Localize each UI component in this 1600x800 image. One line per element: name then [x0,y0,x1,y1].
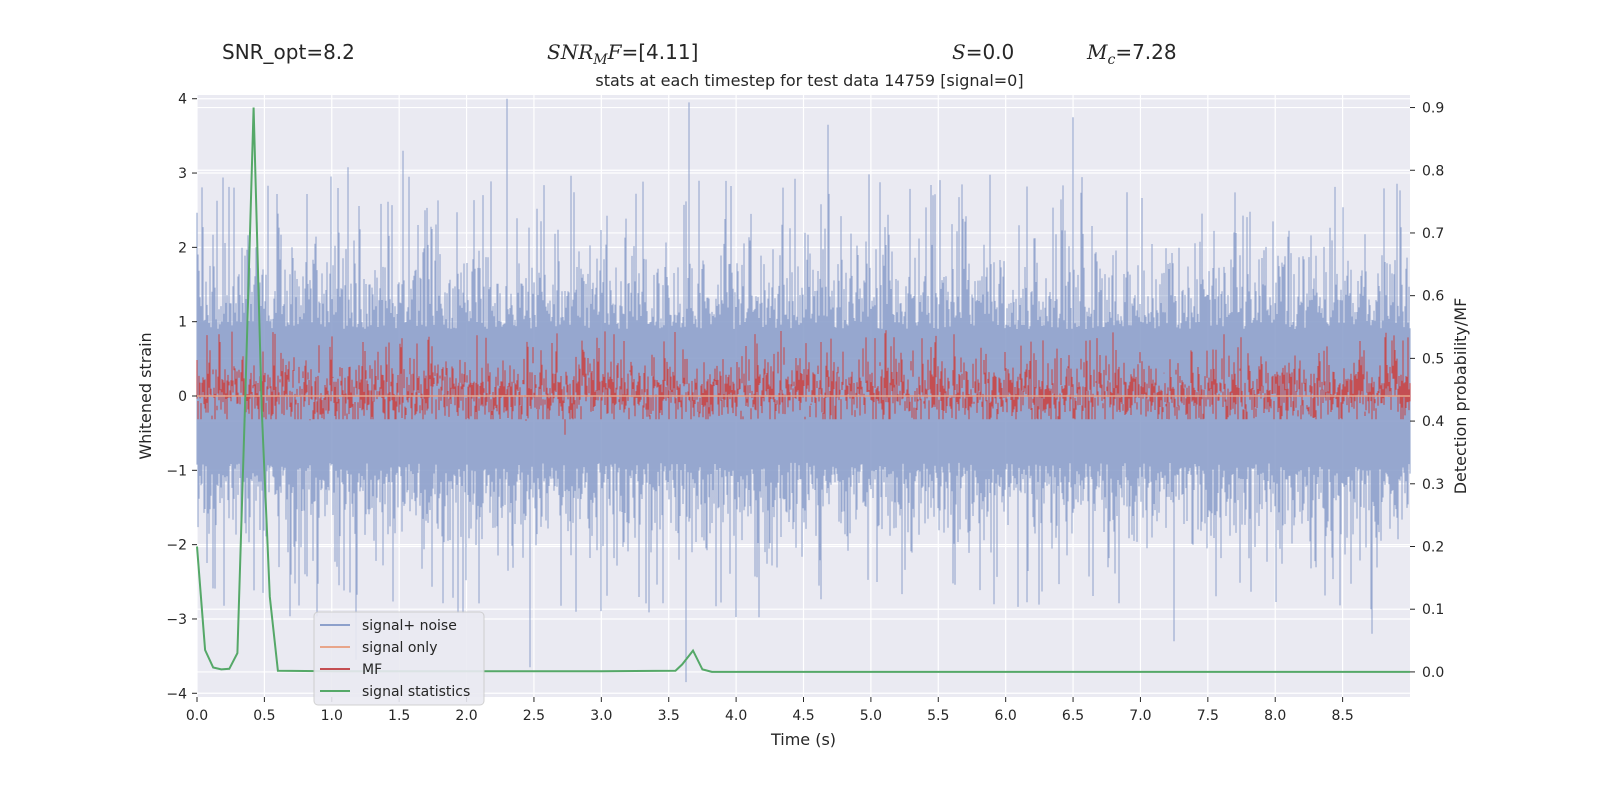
y-tick-label: 4 [178,92,187,108]
legend-label: signal only [362,640,437,656]
x-tick-label: 4.0 [725,708,747,724]
x-tick-label: 3.0 [590,708,612,724]
snr-opt-label: SNR_opt=8.2 [222,40,355,64]
x-tick-label: 0.0 [186,708,208,724]
x-tick-label: 5.5 [927,708,949,724]
mf-series [196,330,1411,435]
y2-tick-label: 0.4 [1422,414,1444,430]
y2-tick-label: 0.9 [1422,101,1444,117]
y2-tick-label: 0.6 [1422,289,1444,305]
mf-line [196,330,1411,435]
x-tick-label: 4.5 [792,708,814,724]
y2-tick-label: 0.8 [1422,163,1444,179]
mc-label: Mc=7.28 [1087,40,1177,68]
y2-tick-label: 0.7 [1422,226,1444,242]
legend-label: signal statistics [362,684,470,700]
y2-tick-label: 0.0 [1422,665,1444,681]
y2-tick-label: 0.5 [1422,351,1444,367]
x-tick-label: 2.5 [523,708,545,724]
x-tick-label: 6.5 [1062,708,1084,724]
y2-axis-label: Detection probability/MF [1451,298,1470,495]
x-tick-label: 0.5 [253,708,275,724]
y-tick-label: 1 [178,315,187,331]
y-tick-label: −1 [166,463,187,479]
legend-label: MF [362,662,382,678]
y-tick-label: −2 [166,538,187,554]
y2-tick-label: 0.1 [1422,602,1444,618]
y-tick-label: 3 [178,166,187,182]
x-tick-label: 3.5 [658,708,680,724]
snr-mf-label: SNRMF=[4.11] [547,40,699,68]
legend-box [313,611,485,706]
x-tick-label: 6.0 [995,708,1017,724]
x-tick-label: 1.5 [388,708,410,724]
x-tick-label: 1.0 [321,708,343,724]
legend: signal+ noise signal only MF signal statist… [313,611,485,706]
y2-tick-label: 0.3 [1422,477,1444,493]
y-axis-label: Whitened strain [136,332,155,459]
x-tick-label: 5.0 [860,708,882,724]
chart-title: stats at each timestep for test data 147… [595,71,1023,90]
y2-tick-label: 0.2 [1422,540,1444,556]
y-tick-label: 2 [178,240,187,256]
x-tick-label: 8.5 [1331,708,1353,724]
y-tick-label: 0 [178,389,187,405]
legend-label: signal+ noise [362,618,457,634]
axes: 0.0 0.5 1.0 1.5 2.0 2.5 3.0 3.5 4.0 4.5 5.0 5.5 6.0 6… [166,92,1444,724]
x-tick-label: 7.5 [1197,708,1219,724]
x-tick-label: 8.0 [1264,708,1286,724]
x-tick-label: 2.0 [455,708,477,724]
s-label: S=0.0 [952,40,1015,64]
x-axis-label: Time (s) [770,730,836,749]
y-tick-label: −3 [166,612,187,628]
x-tick-label: 7.0 [1129,708,1151,724]
y-tick-label: −4 [166,686,187,702]
